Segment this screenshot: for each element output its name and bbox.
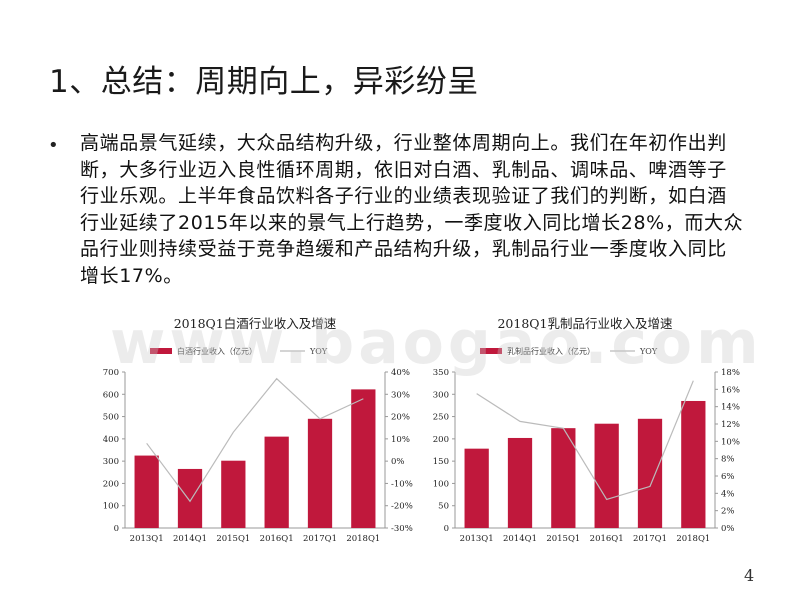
- dairy-revenue-chart: 2018Q1乳制品行业收入及增速乳制品行业收入（亿元） YOY 0 50 100 150 2…: [410, 310, 790, 550]
- baijiu-legend-bar-label: 白酒行业收入（亿元）: [177, 346, 257, 356]
- baijiu-x-tick-label: 2014Q1: [173, 534, 207, 544]
- baijiu-yoy-line: [146, 377, 364, 503]
- dairy-legend-line-label: YOY: [639, 347, 658, 356]
- baijiu-y2-tick-label: 30%: [391, 390, 410, 400]
- baijiu-y-tick-label: 100: [103, 502, 119, 512]
- dairy-y-tick-label: 50: [438, 502, 449, 512]
- dairy-y2-tick-label: 2%: [721, 507, 735, 517]
- dairy-bar-2014Q1: [507, 437, 533, 528]
- dairy-chart-title: 2018Q1乳制品行业收入及增速: [497, 316, 673, 331]
- baijiu-bar-2015Q1: [221, 460, 246, 528]
- baijiu-y-tick-label: 700: [103, 368, 119, 378]
- baijiu-x-tick-label: 2018Q1: [346, 534, 380, 544]
- dairy-y-tick-label: 300: [433, 390, 449, 400]
- dairy-x-tick-label: 2017Q1: [633, 534, 667, 544]
- dairy-legend-bar-label: 乳制品行业收入（亿元）: [507, 346, 595, 356]
- dairy-bar-2018Q1: [681, 400, 706, 528]
- baijiu-x-tick-label: 2016Q1: [260, 534, 294, 544]
- dairy-y2-tick-label: 4%: [721, 489, 735, 499]
- bullet-text: 高端品景气延续，大众品结构升级，行业整体周期向上。我们在年初作出判断，大多行业迈…: [80, 132, 744, 287]
- baijiu-y2-tick-label: 10%: [391, 435, 410, 445]
- baijiu-y2-tick-label: 20%: [391, 413, 410, 423]
- dairy-y2-tick-label: 8%: [721, 455, 735, 465]
- dairy-y2-tick-label: 0%: [721, 524, 735, 534]
- dairy-y-tick-label: 0: [444, 524, 449, 534]
- baijiu-bar-2016Q1: [264, 436, 289, 528]
- slide-title: 1、总结：周期向上，异彩纷呈: [49, 64, 479, 100]
- baijiu-y-tick-label: 300: [103, 457, 119, 467]
- baijiu-x-tick-label: 2015Q1: [216, 534, 250, 544]
- dairy-x-tick-label: 2013Q1: [460, 534, 494, 544]
- baijiu-y-tick-label: 600: [103, 390, 119, 400]
- baijiu-y2-tick-label: -30%: [391, 524, 413, 534]
- baijiu-y2-tick-label: -20%: [391, 502, 413, 512]
- baijiu-y2-tick-label: 0%: [391, 457, 405, 467]
- dairy-bar-2013Q1: [464, 448, 489, 528]
- dairy-y-tick-label: 150: [433, 457, 449, 467]
- dairy-legend-bar-swatch: [480, 348, 502, 354]
- dairy-y-tick-label: 100: [433, 479, 449, 489]
- dairy-bar-2016Q1: [594, 423, 619, 528]
- dairy-x-tick-label: 2018Q1: [676, 534, 710, 544]
- dairy-y-tick-label: 200: [433, 435, 449, 445]
- baijiu-y-tick-label: 200: [103, 479, 119, 489]
- baijiu-y2-tick-label: 40%: [391, 368, 410, 378]
- dairy-y2-tick-label: 10%: [721, 437, 740, 447]
- dairy-bar-2015Q1: [551, 428, 576, 528]
- baijiu-bar-2017Q1: [307, 418, 333, 528]
- baijiu-chart-title: 2018Q1白酒行业收入及增速: [174, 316, 337, 331]
- dairy-y2-tick-label: 12%: [721, 420, 740, 430]
- dairy-y2-tick-label: 18%: [721, 368, 740, 378]
- dairy-x-tick-label: 2014Q1: [503, 534, 537, 544]
- baijiu-bar-2014Q1: [177, 468, 203, 528]
- dairy-x-tick-label: 2015Q1: [546, 534, 580, 544]
- baijiu-y-tick-label: 400: [103, 435, 119, 445]
- dairy-x-tick-label: 2016Q1: [590, 534, 624, 544]
- dairy-bar-2017Q1: [637, 418, 663, 528]
- baijiu-y2-tick-label: -10%: [391, 479, 413, 489]
- baijiu-x-tick-label: 2017Q1: [303, 534, 337, 544]
- baijiu-y-tick-label: 500: [103, 413, 119, 423]
- dairy-y-tick-label: 250: [433, 413, 449, 423]
- baijiu-bar-2018Q1: [351, 389, 376, 528]
- baijiu-legend-bar-swatch: [150, 348, 172, 354]
- dairy-y-tick-label: 350: [433, 368, 449, 378]
- baijiu-legend-line-label: YOY: [309, 347, 328, 356]
- dairy-yoy-line: [476, 380, 694, 501]
- bullet-dot-icon: •: [48, 135, 59, 156]
- baijiu-x-tick-label: 2013Q1: [130, 534, 164, 544]
- dairy-y2-tick-label: 6%: [721, 472, 735, 482]
- baijiu-y-tick-label: 0: [114, 524, 119, 534]
- baijiu-revenue-chart: 2018Q1白酒行业收入及增速白酒行业收入（亿元） YOY 0 100 200 300 40…: [80, 310, 460, 550]
- page-number: 4: [744, 566, 755, 585]
- dairy-y2-tick-label: 14%: [721, 403, 740, 413]
- dairy-y2-tick-label: 16%: [721, 385, 740, 395]
- baijiu-bar-2013Q1: [134, 455, 159, 528]
